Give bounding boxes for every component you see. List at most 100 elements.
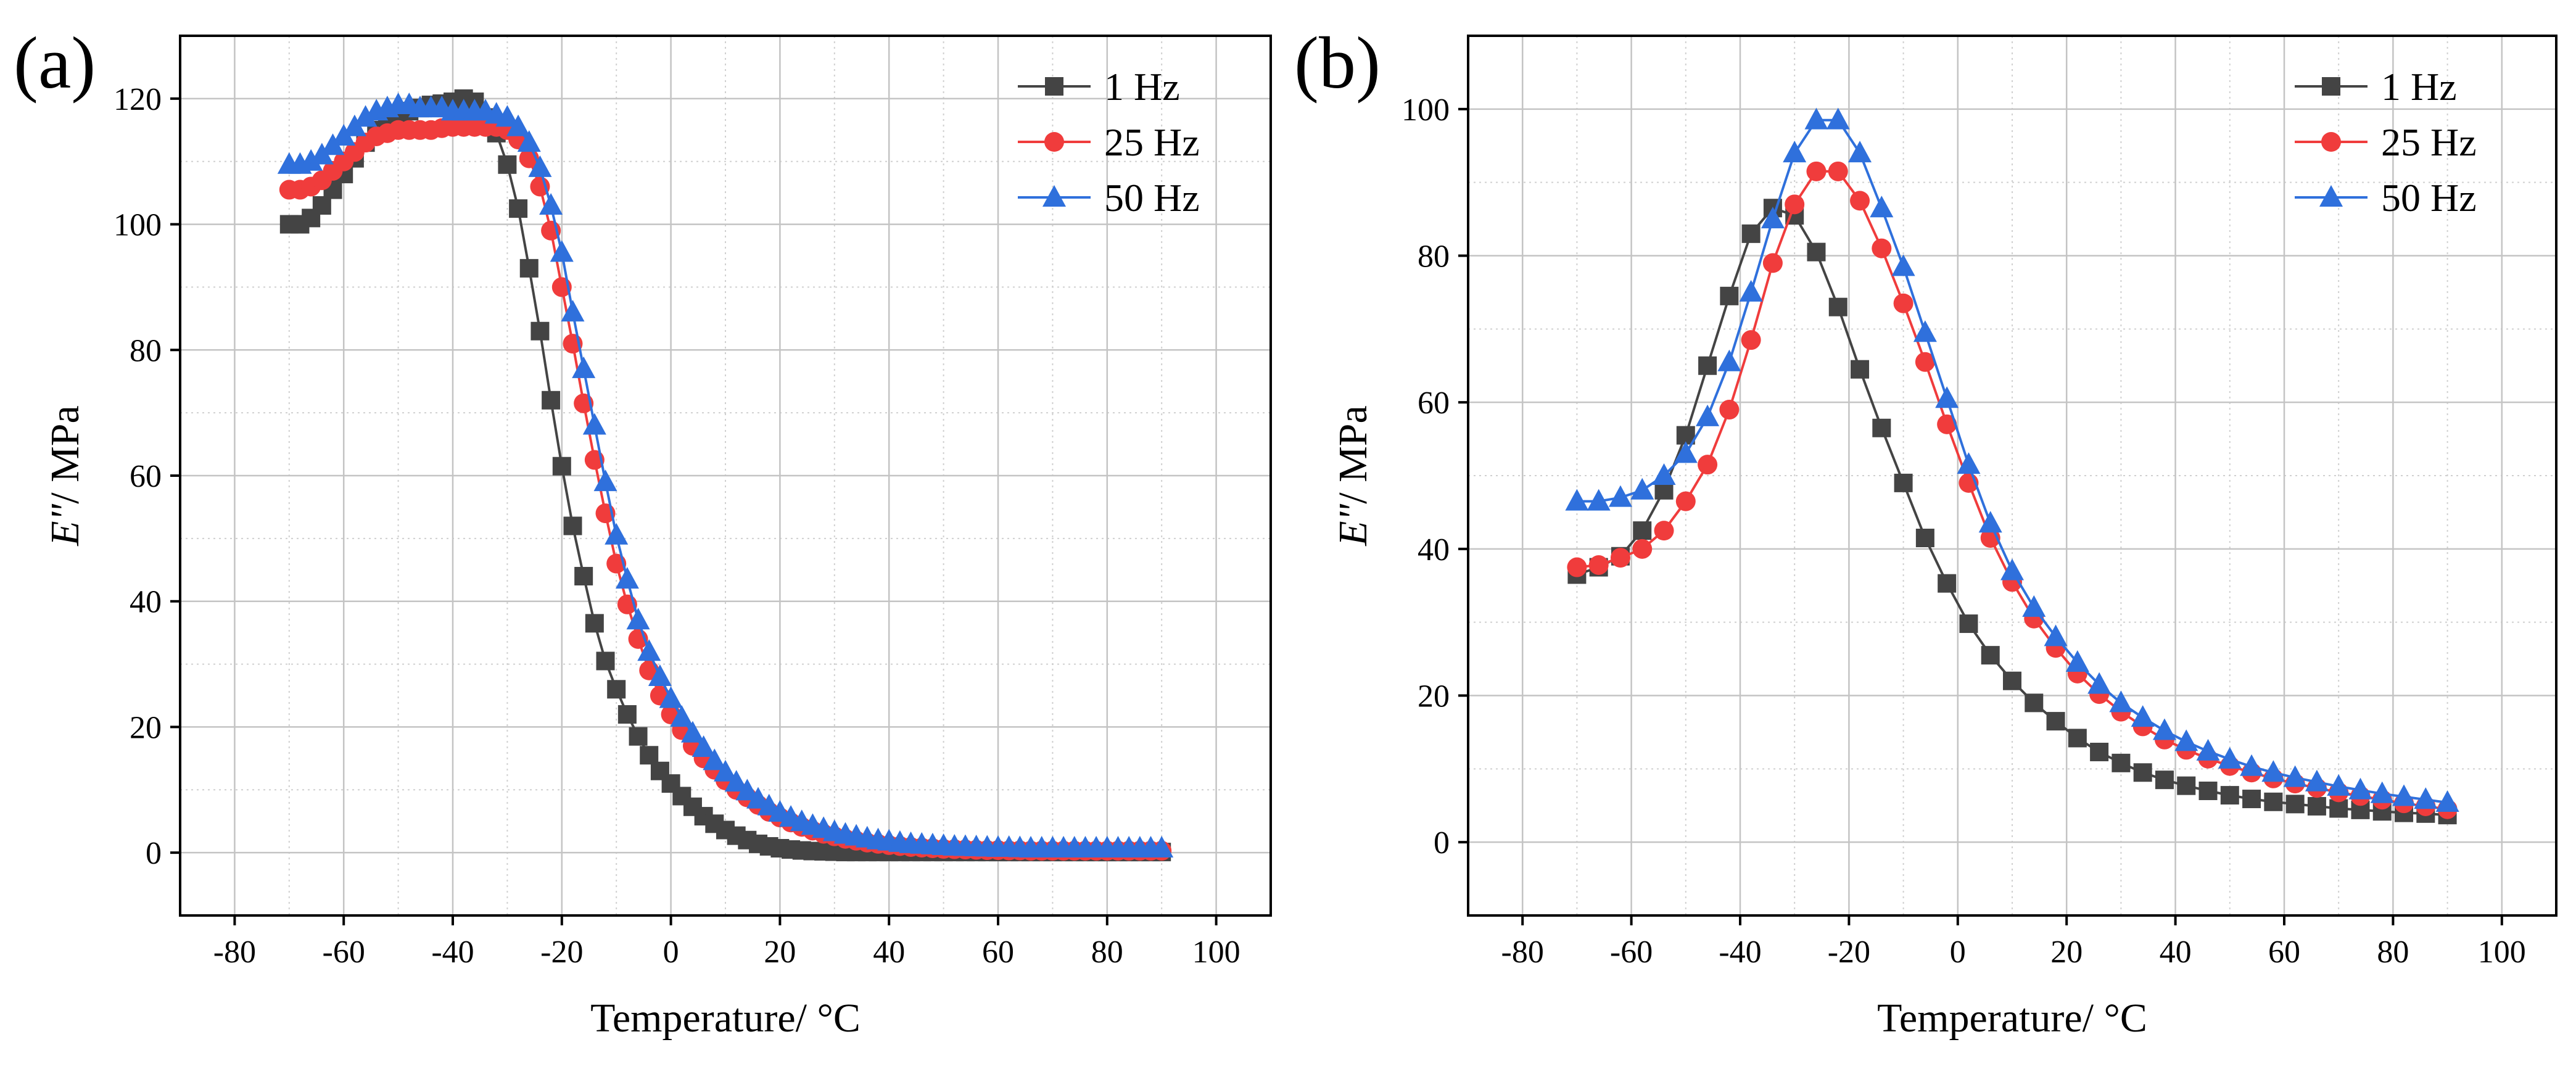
x-tick-label: 0 [663,935,679,970]
data-point [691,735,716,758]
data-point [1957,452,1981,474]
data-point [2044,624,2068,647]
data-point [596,651,615,671]
data-point [528,155,552,177]
x-tick-label: 0 [1950,935,1966,970]
data-point [572,356,596,378]
data-point [517,130,541,152]
data-point [605,523,629,545]
data-point [519,258,539,278]
y-tick-label: 60 [130,459,162,494]
data-point [1848,141,1872,163]
y-tick-label: 0 [146,836,162,871]
legend-item: 25 Hz [1018,120,1200,164]
legend-label: 1 Hz [2381,65,2457,109]
panel-label: (b) [1294,22,1381,104]
data-point [353,105,378,127]
legend-marker [2321,132,2341,152]
data-point [1698,455,1718,475]
data-point [1675,491,1696,511]
data-point [2152,718,2176,740]
data-point [2285,795,2305,814]
data-point [542,390,561,410]
y-tick-label: 0 [1434,825,1450,861]
data-point [659,686,683,708]
legend-label: 25 Hz [2381,120,2477,164]
data-point [2022,595,2046,617]
data-point [1806,161,1827,181]
data-point [2174,729,2198,751]
data-point [2155,771,2174,790]
data-point [617,705,637,724]
data-point [2392,784,2416,806]
data-point [2177,776,2196,795]
data-point [585,614,604,633]
data-point [1915,529,1934,548]
data-point [2196,738,2220,761]
y-axis-label: E"/ MPa [1331,405,1376,547]
data-point [2414,787,2438,809]
data-point [615,567,639,589]
data-point [1652,463,1676,485]
gridlines [1468,36,2556,915]
data-point [1720,286,1739,305]
chart-panel-a: -80 -60 -40 -20 0 20 40 60 80 100 0 20 40 60 80 100 120 T… [14,22,1272,1041]
plot-frame [1467,35,2557,917]
x-tick-label: 60 [2268,935,2300,970]
data-point [2242,790,2261,809]
data-point [1891,254,1915,276]
panel-label: (a) [14,22,96,104]
data-point [1804,107,1828,130]
x-tick-label: 40 [873,935,905,970]
data-point [1588,555,1609,575]
data-point [561,300,585,322]
data-point [2348,777,2372,800]
data-point [1567,557,1587,577]
y-axis-label-symbol: E" [1331,503,1376,546]
y-tick-label: 80 [1418,239,1450,275]
data-point [735,779,759,801]
data-point [1938,574,1957,593]
x-tick-label: -80 [1501,935,1544,970]
data-point [648,664,672,686]
gridlines [180,36,1271,915]
legend-item: 1 Hz [2295,65,2457,109]
data-point [1828,297,1847,316]
data-point [607,680,626,699]
data-point [1872,418,1891,437]
data-point [1717,349,1741,371]
data-point [2109,690,2133,713]
data-point [2220,786,2239,805]
y-tick-label: 100 [1402,93,1450,128]
data-point [2370,781,2394,803]
y-tick-label: 40 [130,585,162,620]
data-point [1654,521,1674,541]
y-tick-label: 60 [1418,386,1450,421]
data-point [1981,646,2000,665]
data-point [1761,207,1785,229]
legend-label: 50 Hz [1104,176,1200,220]
data-point [1783,141,1807,163]
data-point [2240,754,2264,776]
data-point [563,516,582,535]
data-point [1935,386,1959,408]
x-tick-label: 60 [982,935,1014,970]
data-point [552,457,571,476]
legend-item: 1 Hz [1018,65,1180,109]
y-tick-label: 100 [114,208,162,243]
data-point [299,149,323,171]
data-point [1719,400,1740,420]
legend-marker [1042,185,1066,207]
data-point [2046,712,2065,731]
legend-label: 25 Hz [1104,120,1200,164]
data-point [640,746,659,765]
data-point [2068,729,2087,748]
series-50-hz [277,93,1174,858]
legend-item: 25 Hz [2295,120,2477,164]
data-point [2218,746,2242,769]
data-point [626,608,650,630]
data-point [2003,671,2021,690]
data-point [509,199,528,218]
data-point [1633,521,1652,540]
